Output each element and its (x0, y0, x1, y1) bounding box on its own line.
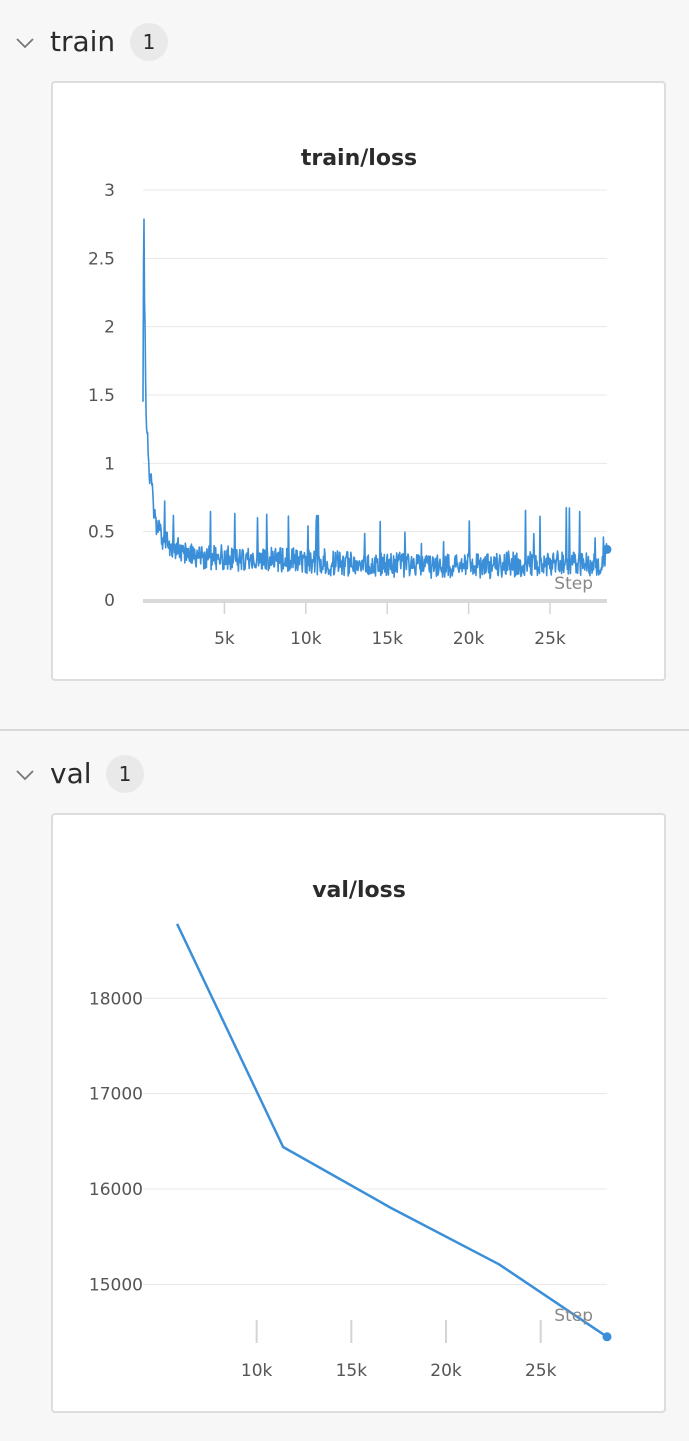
train-section: train 1 train/loss 0 0.5 1 1.5 2 2.5 3 5k 10k 15k 2… (0, 0, 689, 700)
x-tick-label: 5k (214, 629, 235, 649)
y-tick-label: 3 (104, 181, 115, 201)
x-tick-label: 10k (290, 629, 322, 649)
y-tick-label: 17000 (89, 1085, 143, 1105)
section-title: train (50, 25, 116, 58)
val-loss-chart: val/loss 15000 16000 17000 18000 10k 15k 20k 25k… (89, 878, 612, 1381)
chevron-down-icon[interactable] (14, 764, 36, 786)
train-loss-panel: train/loss 0 0.5 1 1.5 2 2.5 3 5k 10k 15k 20k 25k Ste… (51, 81, 666, 681)
y-tick-label: 15000 (89, 1275, 143, 1295)
section-title: val (50, 757, 92, 790)
y-tick-label: 0 (104, 591, 115, 611)
series-endpoint (602, 1332, 612, 1342)
y-tick-label: 1 (104, 454, 115, 474)
val-loss-panel: val/loss 15000 16000 17000 18000 10k 15k 20k 25k… (51, 813, 666, 1413)
val-section-header[interactable]: val 1 (0, 732, 689, 812)
chart-title: train/loss (301, 146, 417, 171)
chart-title: val/loss (312, 878, 406, 903)
x-tick-label: 25k (525, 1361, 557, 1381)
y-tick-label: 18000 (89, 989, 143, 1009)
count-badge: 1 (106, 755, 144, 793)
series-endpoint (602, 544, 612, 554)
series-line (175, 923, 608, 1338)
x-tick-label: 25k (534, 629, 566, 649)
x-tick-label: 15k (336, 1361, 368, 1381)
x-tick-label: 10k (241, 1361, 273, 1381)
count-badge: 1 (130, 23, 168, 61)
val-section: val 1 val/loss 15000 16000 17000 18000 10k 15k… (0, 732, 689, 1432)
section-divider (0, 729, 689, 731)
y-tick-label: 0.5 (88, 523, 115, 543)
x-tick-label: 20k (430, 1361, 462, 1381)
x-tick-label: 15k (371, 629, 403, 649)
train-loss-chart: train/loss 0 0.5 1 1.5 2 2.5 3 5k 10k 15k 20k 25k Ste… (88, 146, 612, 649)
y-tick-label: 1.5 (88, 386, 115, 406)
x-axis-label: Step (554, 1306, 593, 1326)
x-tick-label: 20k (453, 629, 485, 649)
chevron-down-icon[interactable] (14, 32, 36, 54)
train-section-header[interactable]: train 1 (0, 0, 689, 80)
y-tick-label: 2.5 (88, 249, 115, 269)
x-axis-label: Step (554, 574, 593, 594)
y-tick-label: 2 (104, 318, 115, 338)
series-line (142, 218, 608, 580)
y-tick-label: 16000 (89, 1180, 143, 1200)
